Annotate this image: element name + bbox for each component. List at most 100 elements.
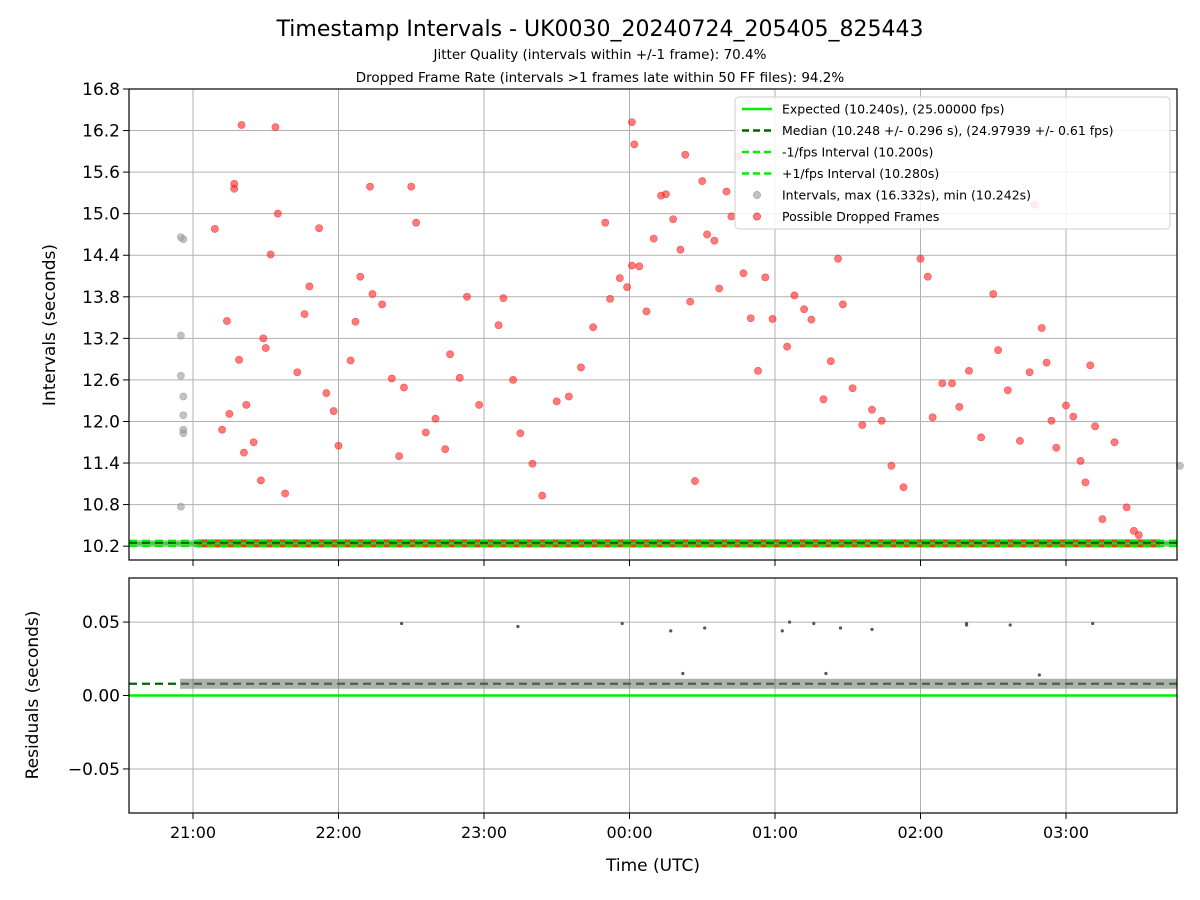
y-tick-label: 12.0	[82, 412, 120, 432]
dropped-frame-point	[715, 284, 724, 293]
dropped-frame-point	[669, 215, 678, 224]
dropped-frame-point	[552, 397, 561, 406]
dropped-frame-point	[242, 400, 251, 409]
dropped-frame-point	[989, 290, 998, 298]
dropped-frame-point	[441, 445, 450, 454]
dropped-frame-point	[235, 355, 243, 364]
dropped-frame-point	[899, 483, 908, 492]
dropped-frame-point	[273, 209, 282, 218]
y-tick-label: 10.8	[82, 496, 120, 516]
dropped-frame-point	[538, 491, 547, 500]
interval-point	[179, 411, 188, 420]
y-tick-label: 13.2	[82, 329, 120, 349]
dropped-frame-point	[642, 307, 651, 316]
dropped-frame-point	[928, 413, 937, 422]
dropped-frame-point	[1025, 368, 1034, 377]
dropped-frame-point	[1003, 386, 1012, 395]
dropped-frame-point	[783, 342, 792, 351]
dropped-frame-point	[261, 344, 270, 352]
dropped-frame-point	[210, 225, 219, 233]
residual-point	[964, 623, 969, 627]
dropped-frame-point	[256, 476, 265, 485]
dropped-frame-point	[315, 224, 323, 233]
x-tick-label: 21:00	[170, 823, 216, 842]
y-tick-label: 16.8	[82, 80, 120, 100]
dropped-frame-point	[395, 452, 404, 461]
dropped-frame-point	[628, 118, 636, 127]
y-tick-label: 11.4	[82, 454, 120, 474]
dropped-frame-point	[421, 428, 430, 437]
dropped-frame-point	[494, 321, 503, 330]
dropped-frame-point	[630, 140, 639, 149]
chart-subtitle-jitter: Jitter Quality (intervals within +/-1 fr…	[433, 47, 767, 63]
dropped-frame-point	[509, 376, 517, 384]
y-tick-label: 16.2	[82, 122, 120, 142]
dropped-frame-point	[661, 190, 670, 199]
legend: Expected (10.240s), (25.00000 fps) Median…	[734, 96, 1171, 230]
dropped-frame-point	[516, 429, 525, 438]
interval-point	[179, 392, 188, 401]
dropped-frame-point	[746, 314, 755, 323]
dropped-frame-point	[259, 334, 268, 343]
dropped-frame-point	[218, 425, 226, 434]
interval-point	[179, 429, 188, 438]
x-axis-label: Time (UTC)	[605, 856, 700, 876]
residual-point	[1091, 621, 1095, 626]
legend-label: -1/fps Interval (10.200s)	[782, 145, 933, 160]
dropped-frame-point	[868, 405, 876, 414]
dropped-frame-point	[378, 300, 387, 309]
dropped-frame-point	[691, 477, 699, 485]
dropped-frame-point	[249, 438, 258, 447]
dropped-frame-point	[237, 121, 246, 129]
dropped-frame-point	[1122, 503, 1131, 512]
y-tick-label: 14.4	[82, 246, 120, 266]
y-tick-label: 13.8	[82, 288, 120, 308]
dropped-frame-point	[839, 300, 847, 309]
dropped-frame-point	[727, 212, 736, 221]
dropped-frame-point	[387, 374, 396, 383]
dropped-frame-point	[455, 373, 464, 382]
dropped-frame-point	[826, 357, 835, 366]
dropped-frame-point	[790, 291, 799, 300]
dropped-frame-point	[1062, 401, 1070, 410]
y-tick-label: 0.00	[82, 687, 120, 707]
residual-point	[1008, 623, 1012, 627]
intervals-reference-lines	[129, 539, 1177, 548]
dropped-frame-point	[225, 409, 234, 418]
dropped-frame-point	[965, 367, 973, 375]
dropped-frame-point	[635, 262, 644, 271]
interval-point	[176, 502, 185, 511]
dropped-frame-point	[739, 269, 748, 278]
residual-point	[703, 626, 707, 630]
residuals-plot: 21:00 22:00 23:00 00:00 01:00 02:00 03:00 −0.05…	[23, 577, 1178, 876]
y-tick-label: 15.6	[82, 163, 120, 183]
residual-point	[870, 627, 874, 632]
x-tick-label: 02:00	[897, 823, 943, 842]
dropped-frame-point	[407, 182, 416, 191]
residual-point	[1037, 673, 1041, 677]
residuals-ticks: 21:00 22:00 23:00 00:00 01:00 02:00 03:00 −0.05…	[68, 613, 1089, 842]
dropped-frame-point	[305, 282, 314, 291]
dropped-frame-point	[240, 448, 248, 457]
residual-point	[681, 671, 685, 676]
legend-label: +1/fps Interval (10.280s)	[782, 166, 939, 181]
dropped-frame-point	[807, 315, 816, 324]
x-tick-label: 22:00	[315, 823, 361, 842]
dropped-frame-point	[1086, 361, 1095, 370]
residuals-points	[180, 620, 1177, 689]
dropped-frame-point	[977, 433, 986, 442]
intervals-frame	[128, 88, 1178, 561]
residual-point	[620, 621, 624, 626]
dropped-frame-point	[615, 274, 624, 282]
dropped-frame-point	[722, 187, 731, 196]
dropped-frame-point	[351, 317, 360, 326]
x-tick-label: 01:00	[752, 823, 798, 842]
dropped-frame-point	[1098, 515, 1107, 524]
dropped-frame-point	[606, 294, 614, 303]
chart-subtitle-dropped: Dropped Frame Rate (intervals >1 frames …	[356, 70, 845, 86]
dropped-frame-point	[1016, 436, 1024, 445]
dropped-frame-point	[300, 310, 309, 319]
dropped-frame-point	[834, 254, 842, 263]
dropped-frame-point	[948, 379, 956, 388]
